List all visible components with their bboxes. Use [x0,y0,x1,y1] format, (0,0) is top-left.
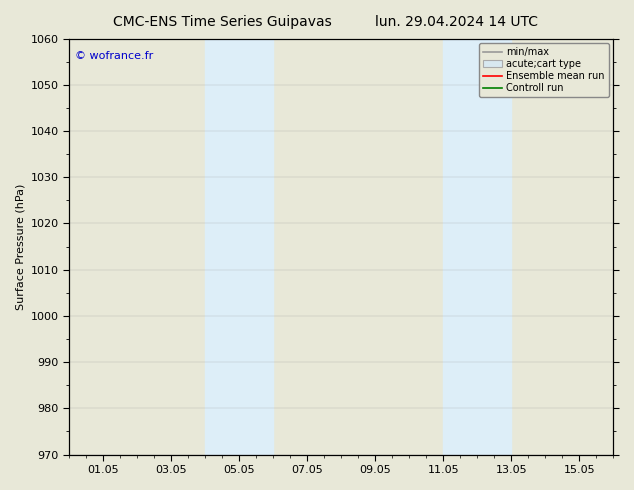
Y-axis label: Surface Pressure (hPa): Surface Pressure (hPa) [15,183,25,310]
Bar [205,39,273,455]
Text: lun. 29.04.2024 14 UTC: lun. 29.04.2024 14 UTC [375,15,538,29]
Text: CMC-ENS Time Series Guipavas: CMC-ENS Time Series Guipavas [112,15,332,29]
Text: © wofrance.fr: © wofrance.fr [75,51,153,61]
Legend: min/max, acute;cart type, Ensemble mean run, Controll run: min/max, acute;cart type, Ensemble mean … [479,44,609,97]
Bar [443,39,512,455]
